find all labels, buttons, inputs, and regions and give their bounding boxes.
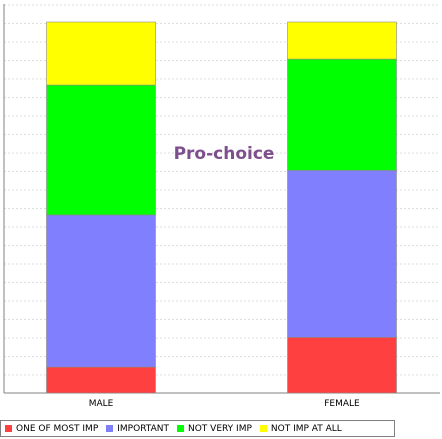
legend-item-not-imp-at-all: NOT IMP AT ALL: [259, 423, 342, 434]
category-label-male: MALE: [89, 399, 114, 409]
category-labels: MALE FEMALE: [89, 399, 360, 409]
bar-female-not-imp-at-all: [287, 21, 397, 60]
legend-swatch: [106, 425, 114, 432]
bar-female-one-of-most-imp: [287, 337, 397, 394]
bar-male-important: [46, 214, 156, 368]
legend-swatch: [176, 425, 184, 432]
stacked-bar-chart: MALE FEMALE Pro-choice: [3, 4, 440, 409]
chart-annotation: Pro-choice: [174, 144, 275, 164]
legend-item-one-of-most-imp: ONE OF MOST IMP: [5, 424, 98, 434]
legend-swatch: [5, 425, 12, 432]
legend-label: ONE OF MOST IMP: [16, 423, 99, 434]
chart-legend: ONE OF MOST IMP IMPORTANT NOT VERY IMP NOT …: [0, 420, 395, 437]
bar-male-not-very-imp: [46, 84, 156, 216]
bar-male-one-of-most-imp: [46, 366, 156, 394]
bar-female-not-very-imp: [287, 58, 397, 171]
legend-item-important: IMPORTANT: [106, 424, 169, 434]
bar-female-important: [287, 170, 397, 338]
legend-item-not-very-imp: NOT VERY IMP: [176, 423, 252, 434]
legend-swatch: [259, 425, 267, 432]
legend-label: IMPORTANT: [117, 423, 169, 434]
legend-label: NOT VERY IMP: [187, 423, 252, 434]
category-label-female: FEMALE: [324, 399, 360, 409]
bar-male-not-imp-at-all: [46, 21, 156, 86]
bars-group: [46, 21, 397, 394]
legend-label: NOT IMP AT ALL: [270, 423, 342, 434]
